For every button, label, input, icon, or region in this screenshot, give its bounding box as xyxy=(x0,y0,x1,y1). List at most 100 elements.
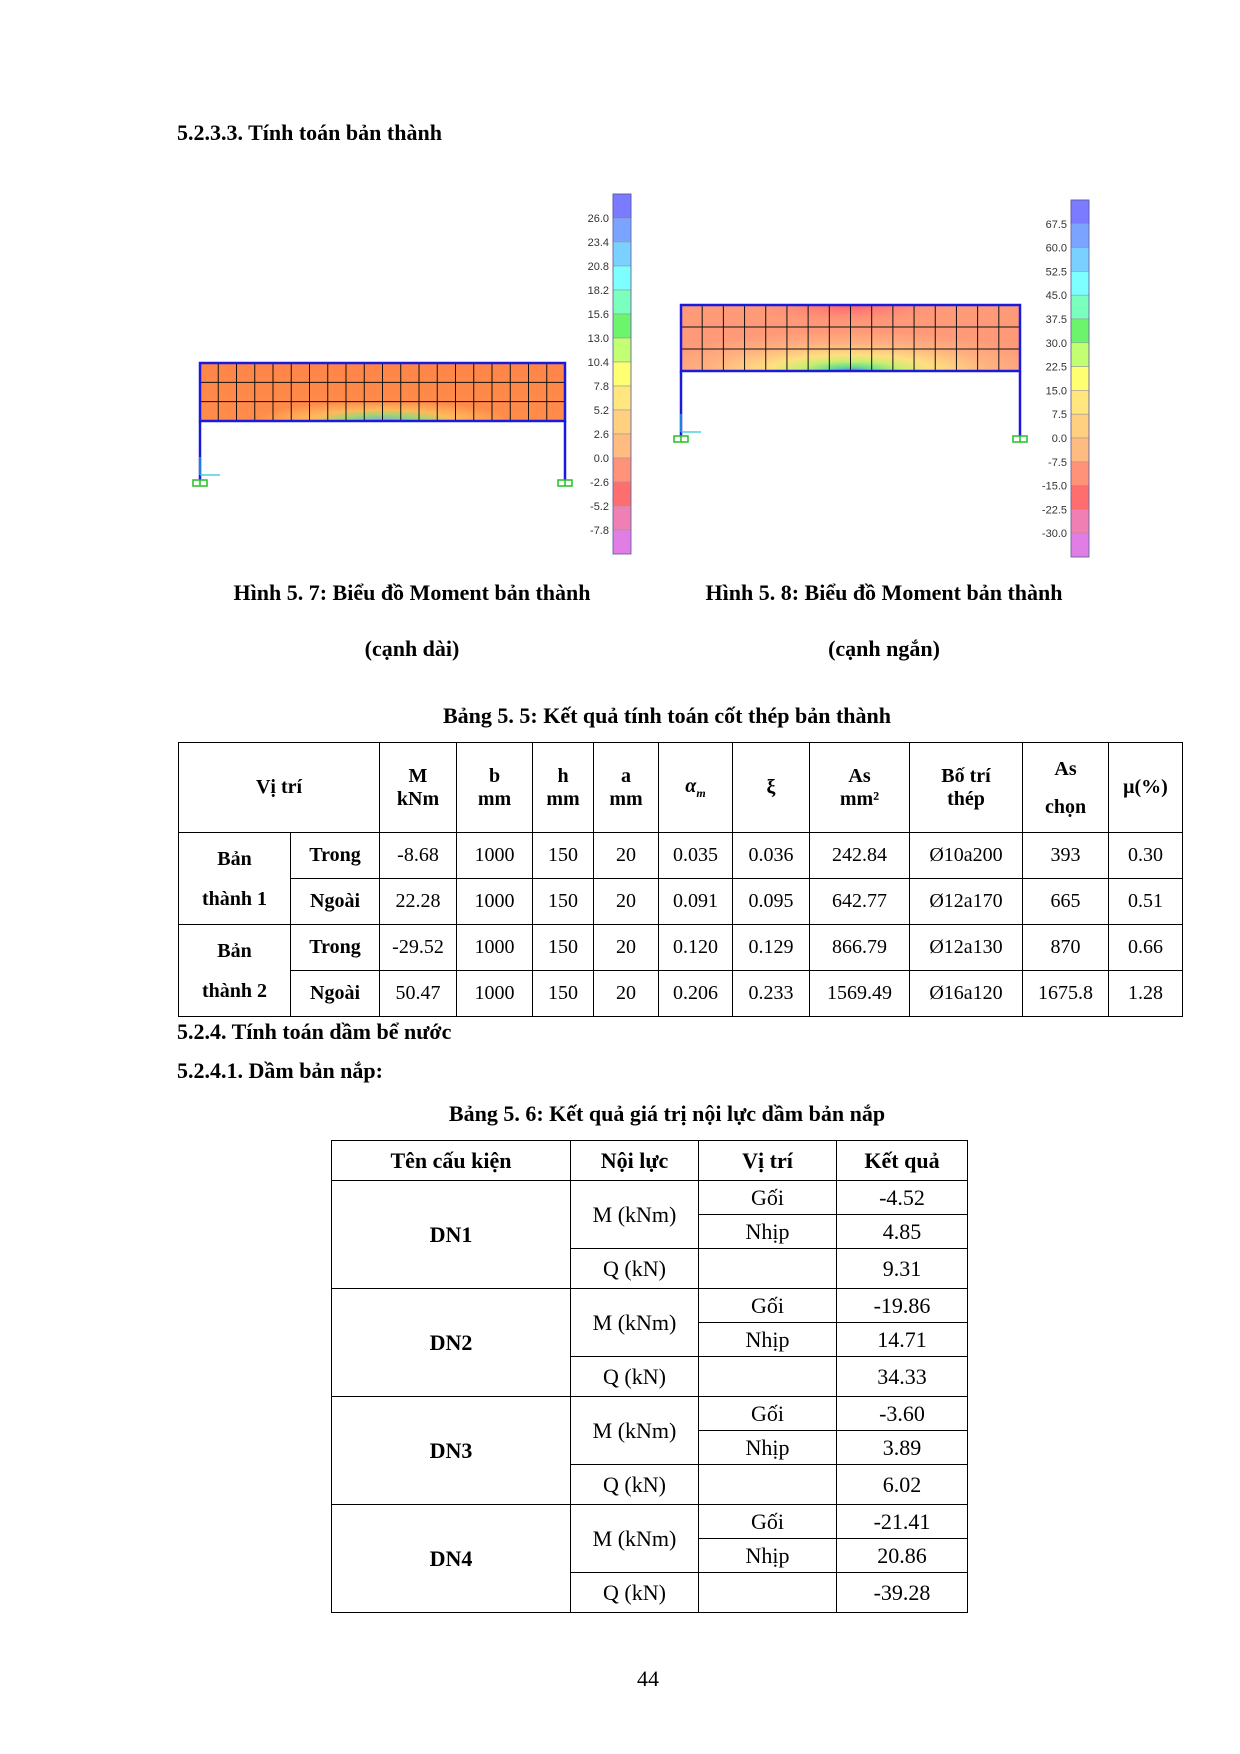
value-cell: 0.30 xyxy=(1108,832,1183,879)
table-row: DN3 M (kNm) Gối -3.60 xyxy=(331,1396,968,1505)
figure-caption-5-7-sub: (cạnh dài) xyxy=(364,636,460,661)
legend-label: 5.2 xyxy=(594,405,609,417)
result-cell: 3.89 xyxy=(836,1430,968,1465)
legend-label: 37.5 xyxy=(1046,314,1067,326)
legend-band xyxy=(612,409,632,435)
value-cell: 150 xyxy=(532,878,594,925)
moment-diagram-long-side: 26.0 23.4 20.8 18.2 15.6 13.0 10.4 7.8 5.2 2.6 0.0… xyxy=(192,193,632,555)
legend-label: 7.5 xyxy=(1052,409,1067,421)
value-cell: Ø12a170 xyxy=(909,878,1023,925)
value-cell: 150 xyxy=(532,970,594,1017)
table-row: Bản thành 1 Trong -8.68 1000 150 20 0.035 0.036 2… xyxy=(178,832,1183,925)
result-cell: 4.85 xyxy=(836,1214,968,1249)
table-row: Nhịp 4.85 xyxy=(332,1214,968,1249)
internal-force-label: M (kNm) xyxy=(570,1504,699,1573)
legend-label: 18.2 xyxy=(588,285,609,297)
support-icon xyxy=(557,479,573,487)
value-cell: 0.035 xyxy=(658,832,733,879)
legend-band xyxy=(1070,413,1090,439)
location-cell xyxy=(698,1356,837,1397)
value-cell: 20 xyxy=(593,924,659,971)
value-cell: Ø12a130 xyxy=(909,924,1023,971)
value-cell: 866.79 xyxy=(809,924,910,971)
legend-label: 22.5 xyxy=(1046,362,1067,374)
result-cell: -21.41 xyxy=(836,1504,968,1539)
position-cell: Ngoài xyxy=(290,878,380,925)
legend-band xyxy=(612,361,632,387)
legend-label: 52.5 xyxy=(1046,266,1067,278)
table-row: Bản thành 2 Trong -29.52 1000 150 20 0.120 0.129… xyxy=(178,924,1183,1017)
legend-band xyxy=(612,193,632,219)
value-cell: 0.206 xyxy=(658,970,733,1017)
value-cell: 0.036 xyxy=(732,832,810,879)
value-cell: 20 xyxy=(593,878,659,925)
legend-band xyxy=(612,481,632,507)
value-cell: 1000 xyxy=(456,878,533,925)
legend-band xyxy=(1070,223,1090,248)
legend-band xyxy=(612,313,632,339)
legend-label: 26.0 xyxy=(588,213,609,225)
axis-icon xyxy=(199,457,220,476)
header-vi-tri: Vị trí xyxy=(698,1140,837,1181)
result-cell: 6.02 xyxy=(836,1464,968,1505)
result-cell: 34.33 xyxy=(836,1356,968,1397)
legend-label: 20.8 xyxy=(588,261,609,273)
legend-band xyxy=(1070,437,1090,463)
legend-label: 2.6 xyxy=(594,429,609,441)
header-ten-cau-kien: Tên cấu kiện xyxy=(331,1140,571,1181)
header-noi-luc: Nội lực xyxy=(570,1140,699,1181)
member-name: DN2 xyxy=(331,1288,571,1397)
legend-label: 67.5 xyxy=(1046,219,1067,231)
legend-label: 30.0 xyxy=(1046,338,1067,350)
legend-label: 0.0 xyxy=(594,453,609,465)
value-cell: 1000 xyxy=(456,924,533,971)
value-cell: 150 xyxy=(532,832,594,879)
location-cell: Nhịp xyxy=(698,1430,837,1465)
header-mu: μ(%) xyxy=(1108,742,1183,833)
location-cell: Nhịp xyxy=(698,1322,837,1357)
figure-caption-5-8-sub: (cạnh ngắn) xyxy=(828,636,940,661)
position-cell: Trong xyxy=(290,832,380,879)
value-cell: 0.120 xyxy=(658,924,733,971)
value-cell: 20 xyxy=(593,970,659,1017)
legend-band xyxy=(1070,318,1090,344)
result-cell: -4.52 xyxy=(836,1180,968,1215)
support-icon xyxy=(673,435,689,443)
header-ket-qua: Kết quả xyxy=(836,1140,968,1181)
position-cell: Trong xyxy=(290,924,380,971)
table-5-6-caption: Bảng 5. 6: Kết quả giá trị nội lực dầm b… xyxy=(448,1101,886,1126)
legend-band xyxy=(1070,247,1090,272)
legend-band xyxy=(1070,390,1090,415)
location-cell xyxy=(698,1572,837,1613)
legend-band xyxy=(612,457,632,483)
legend-label: 15.0 xyxy=(1046,385,1067,397)
position-cell: Ngoài xyxy=(290,970,380,1017)
value-cell: 0.091 xyxy=(658,878,733,925)
legend-band xyxy=(1070,294,1090,320)
legend-label: -7.8 xyxy=(590,525,609,537)
value-cell: 0.233 xyxy=(732,970,810,1017)
value-cell: Ø10a200 xyxy=(909,832,1023,879)
legend-band xyxy=(612,265,632,291)
color-legend: 26.0 23.4 20.8 18.2 15.6 13.0 10.4 7.8 5.2 2.6 0.0… xyxy=(588,193,632,555)
value-cell: 1000 xyxy=(456,832,533,879)
legend-label: 45.0 xyxy=(1046,290,1067,302)
legend-band xyxy=(612,505,632,531)
internal-force-label: M (kNm) xyxy=(570,1180,699,1249)
header-As: As mm² xyxy=(809,742,910,833)
value-cell: -29.52 xyxy=(379,924,457,971)
internal-force-label: M (kNm) xyxy=(570,1396,699,1465)
legend-band xyxy=(612,337,632,363)
location-cell: Gối xyxy=(698,1180,837,1215)
slab-mesh xyxy=(198,361,567,423)
member-name: DN4 xyxy=(331,1504,571,1613)
legend-band xyxy=(612,529,632,555)
value-cell: 393 xyxy=(1022,832,1109,879)
legend-label: 7.8 xyxy=(594,381,609,393)
value-cell: Ø16a120 xyxy=(909,970,1023,1017)
legend-label: 10.4 xyxy=(588,357,609,369)
legend-band xyxy=(612,433,632,459)
location-cell: Nhịp xyxy=(698,1538,837,1573)
